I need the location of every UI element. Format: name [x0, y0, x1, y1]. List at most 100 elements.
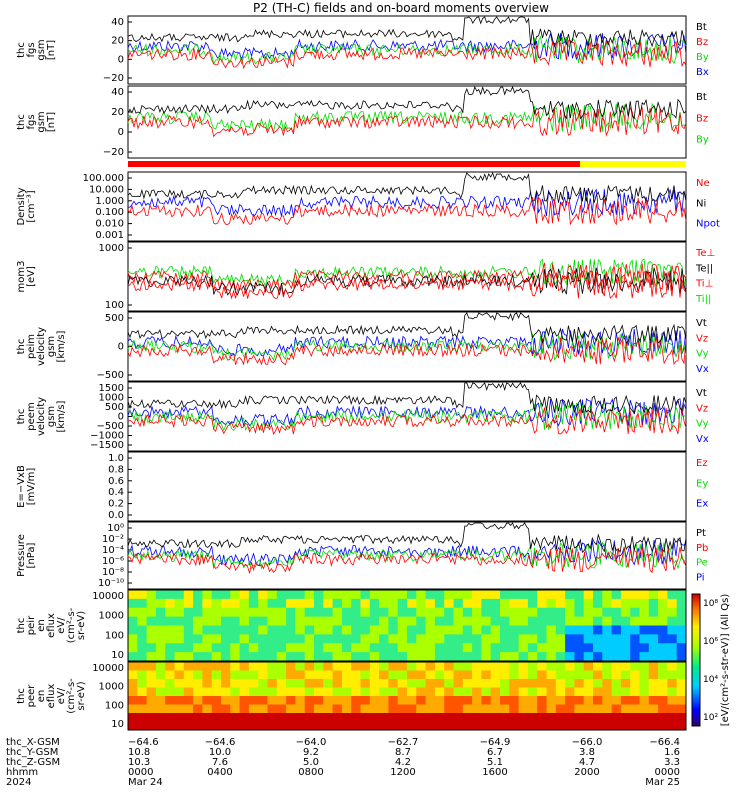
heatmap-cell [183, 679, 194, 688]
heatmap-cell [416, 687, 427, 697]
heatmap-cell [630, 721, 640, 731]
y-tick-label: 1000 [99, 393, 124, 404]
heatmap-cell [174, 721, 185, 731]
heatmap-cell [444, 721, 454, 731]
heatmap-cell [620, 713, 631, 722]
heatmap-cell [444, 652, 454, 662]
heatmap-cell [555, 643, 566, 653]
heatmap-cell [527, 713, 538, 722]
heatmap-cell [537, 662, 547, 671]
heatmap-cell [388, 704, 399, 714]
heatmap-cell [676, 662, 687, 671]
heatmap-cell [481, 634, 492, 644]
heatmap-cell [527, 696, 538, 705]
heatmap-cell [462, 590, 473, 600]
heatmap-cell [258, 721, 268, 731]
heatmap-cell [574, 607, 585, 618]
heatmap-cell [500, 713, 510, 722]
heatmap-cell [546, 598, 557, 609]
legend-entry: Vz [696, 333, 708, 344]
heatmap-cell [128, 670, 138, 680]
heatmap-cell [593, 687, 603, 697]
heatmap-cell [221, 590, 231, 600]
heatmap-cell [574, 598, 585, 609]
series-line-ne [127, 196, 687, 226]
heatmap-cell [146, 696, 157, 705]
x-axis-value: 10.8 [128, 747, 150, 758]
y-tick-label: 10⁻⁸ [102, 567, 124, 578]
heatmap-cell [388, 607, 399, 618]
heatmap-cell [565, 625, 575, 635]
heatmap-cell [379, 607, 389, 618]
heatmap-cell [648, 652, 659, 662]
heatmap-cell [183, 616, 194, 626]
heatmap-cell [453, 643, 464, 653]
heatmap-cell [230, 652, 241, 662]
heatmap-cell [332, 713, 343, 722]
heatmap-cell [295, 652, 306, 662]
heatmap-cell [537, 713, 547, 722]
heatmap-cell [276, 670, 287, 680]
heatmap-cell [444, 713, 454, 722]
heatmap-cell [555, 616, 566, 626]
x-axis-value: 5.0 [303, 757, 319, 768]
heatmap-cell [434, 696, 445, 705]
heatmap-cell [155, 590, 166, 600]
heatmap-cell [248, 625, 259, 635]
heatmap-cell [267, 704, 278, 714]
heatmap-cell [341, 598, 352, 609]
heatmap-cell [286, 643, 296, 653]
heatmap-cell [369, 634, 380, 644]
heatmap-cell [369, 670, 380, 680]
heatmap-cell [602, 670, 613, 680]
heatmap-cell [230, 696, 241, 705]
heatmap-cell [537, 598, 547, 609]
heatmap-cell [658, 652, 668, 662]
x-axis-value: −62.7 [388, 737, 419, 748]
heatmap-cell [286, 634, 296, 644]
heatmap-cell [546, 616, 557, 626]
heatmap-cell [360, 687, 371, 697]
heatmap-cell [193, 625, 203, 635]
heatmap-cell [509, 713, 520, 722]
y-axis-label: thc [16, 618, 27, 634]
heatmap-cell [620, 634, 631, 644]
heatmap-cell [527, 679, 538, 688]
heatmap-cell [658, 634, 668, 644]
y-tick-label: −500 [97, 370, 124, 381]
colorbar-gradient [691, 593, 701, 727]
heatmap-cell [360, 670, 371, 680]
panel-frame [127, 171, 687, 242]
y-tick-label: −1500 [90, 440, 124, 451]
heatmap-cell [490, 590, 501, 600]
heatmap-cell [509, 616, 520, 626]
heatmap-cell [146, 687, 157, 697]
y-axis-label: gsm [36, 111, 47, 132]
heatmap-cell [490, 704, 501, 714]
heatmap-cell [611, 687, 622, 697]
heatmap-cell [258, 616, 268, 626]
heatmap-cell [360, 598, 371, 609]
heatmap-cell [295, 625, 306, 635]
heatmap-cell [407, 713, 417, 722]
heatmap-cell [593, 696, 603, 705]
heatmap-cell [379, 643, 389, 653]
series-line-te [127, 267, 687, 297]
heatmap-cell [490, 662, 501, 671]
heatmap-cell [137, 634, 148, 644]
heatmap-cell [295, 634, 306, 644]
heatmap-cell [602, 634, 613, 644]
heatmap-cell [286, 721, 296, 731]
heatmap-cell [500, 721, 510, 731]
heatmap-cell [183, 590, 194, 600]
heatmap-cell [472, 616, 482, 626]
heatmap-cell [193, 590, 203, 600]
legend-entry: Pe [696, 558, 708, 569]
heatmap-cell [128, 713, 138, 722]
heatmap-cell [230, 713, 241, 722]
heatmap-cell [323, 721, 334, 731]
heatmap-cell [369, 687, 380, 697]
heatmap-cell [407, 590, 417, 600]
y-axis-label: eflux [46, 613, 57, 638]
heatmap-cell [648, 616, 659, 626]
